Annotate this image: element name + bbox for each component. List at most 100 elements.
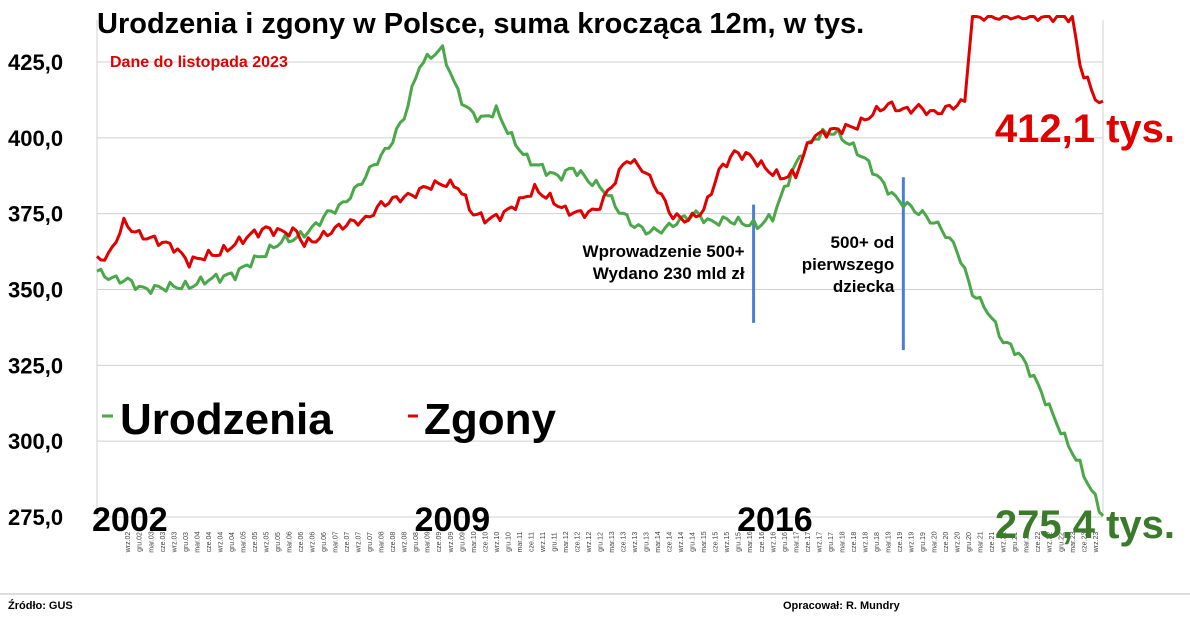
x-tick-label: gru.07 [367, 532, 374, 552]
x-tick-label: gru.05 [275, 532, 282, 552]
x-tick-label: mar.12 [563, 531, 570, 553]
x-tick-label: gru.19 [920, 532, 927, 552]
y-tick-label: 375,0 [8, 202, 63, 227]
x-tick-label: cze.20 [943, 532, 950, 553]
x-tick-label: wrz.13 [632, 532, 639, 554]
x-tick-label: cze.10 [482, 532, 489, 553]
annotation-text: dziecka [833, 277, 895, 296]
footer-author: Opracował: R. Mundry [783, 600, 901, 612]
x-tick-label: mar.21 [978, 531, 985, 553]
x-tick-label: cze.13 [621, 532, 628, 553]
x-tick-label: gru.04 [229, 532, 236, 552]
x-tick-label: mar.09 [425, 531, 432, 553]
x-tick-label: gru.17 [828, 532, 835, 552]
x-tick-label: gru.15 [736, 532, 743, 552]
x-tick-label: cze.08 [390, 532, 397, 553]
x-tick-label: cze.22 [1035, 532, 1042, 553]
x-tick-label: mar.16 [747, 531, 754, 553]
x-tick-label: wrz.17 [816, 532, 823, 554]
legend-label-urodzenia: Urodzenia [120, 395, 333, 444]
x-tick-label: mar.20 [932, 531, 939, 553]
x-tick-label: gru.12 [598, 532, 605, 552]
x-tick-label: wrz.12 [586, 532, 593, 554]
x-tick-label: mar.11 [517, 531, 524, 552]
x-tick-label: gru.09 [459, 532, 466, 552]
x-tick-label: gru.06 [321, 532, 328, 552]
x-tick-label: mar.19 [885, 531, 892, 553]
x-tick-label: cze.05 [252, 532, 259, 553]
x-tick-label: cze.09 [436, 532, 443, 553]
year-label: 2016 [737, 501, 813, 539]
x-tick-label: gru.14 [690, 532, 697, 552]
x-tick-label: mar.04 [194, 531, 201, 553]
x-tick-label: cze.11 [528, 532, 535, 552]
x-tick-label: mar.07 [333, 531, 340, 553]
x-tick-label: cze.19 [897, 532, 904, 553]
grid [96, 20, 1104, 518]
x-tick-label: cze.06 [298, 532, 305, 553]
x-tick-label: gru.18 [874, 532, 881, 552]
x-tick-label: wrz.15 [724, 532, 731, 554]
x-tick-label: wrz.09 [448, 532, 455, 554]
x-tick-label: gru.10 [505, 532, 512, 552]
year-label: 2002 [92, 501, 168, 539]
x-tick-label: mar.08 [379, 531, 386, 553]
series [95, 15, 1105, 517]
x-tick-label: mar.05 [240, 531, 247, 553]
x-tick-label: wrz.23 [1093, 532, 1100, 554]
x-tick-label: wrz.04 [217, 532, 224, 554]
x-tick-label: gru.11 [551, 532, 558, 551]
x-tick-label: gru.22 [1058, 532, 1065, 552]
x-tick-label: wrz.19 [909, 532, 916, 554]
x-tick-label: cze.23 [1081, 532, 1088, 553]
series-line-urodzenia [96, 44, 1105, 517]
x-tick-label: wrz.03 [171, 532, 178, 554]
x-tick-label: wrz.08 [402, 532, 409, 554]
x-tick-label: gru.20 [966, 532, 973, 552]
x-tick-label: mar.13 [609, 531, 616, 553]
x-tick-label: wrz.11 [540, 532, 547, 553]
x-tick-label: wrz.10 [494, 532, 501, 554]
x-tick-label: gru.02 [137, 532, 144, 552]
annotation-text: Wprowadzenie 500+ [583, 242, 745, 261]
x-tick-label: wrz.02 [125, 532, 132, 554]
y-tick-label: 350,0 [8, 278, 63, 303]
chart-subtitle: Dane do listopada 2023 [110, 54, 288, 71]
annotation-text: 500+ od [831, 233, 895, 252]
x-tick-label: cze.03 [160, 532, 167, 553]
y-tick-label: 325,0 [8, 353, 63, 378]
annotations: Wprowadzenie 500+ Wydano 230 mld zł 500+ o… [583, 177, 905, 351]
legend-label-zgony: Zgony [424, 395, 557, 444]
chart-title: Urodzenia i zgony w Polsce, suma krocząc… [97, 8, 864, 40]
x-tick-label: gru.13 [644, 532, 651, 552]
x-tick-label: gru.03 [183, 532, 190, 552]
x-tick-label: wrz.05 [263, 532, 270, 554]
legend: Urodzenia Zgony [102, 395, 557, 444]
x-tick-label: cze.15 [713, 532, 720, 553]
y-axis: 425,0 400,0 375,0 350,0 325,0 300,0 275,0 [8, 50, 63, 530]
x-tick-label: cze.21 [989, 532, 996, 553]
x-tick-label: cze.16 [759, 532, 766, 553]
end-label-zgony: 412,1 tys. [995, 107, 1175, 151]
x-tick-label: mar.22 [1024, 531, 1031, 553]
x-tick-label: mar.18 [839, 531, 846, 553]
x-tick-label: cze.14 [667, 532, 674, 553]
x-tick-label: wrz.07 [356, 532, 363, 554]
x-tick-label: mar.23 [1070, 531, 1077, 553]
x-tick-label: wrz.06 [310, 532, 317, 554]
x-tick-label: wrz.16 [770, 532, 777, 554]
x-tick-label: mar.14 [655, 531, 662, 553]
x-tick-label: cze.07 [344, 532, 351, 553]
end-label-urodzenia: 275,4 tys. [995, 503, 1175, 547]
x-tick-label: mar.06 [286, 531, 293, 553]
x-tick-label: mar.03 [148, 531, 155, 553]
x-tick-label: gru.16 [782, 532, 789, 552]
x-tick-label: cze.18 [851, 532, 858, 553]
x-tick-label: wrz.20 [955, 532, 962, 554]
x-tick-label: wrz.14 [678, 532, 685, 554]
y-tick-label: 275,0 [8, 505, 63, 530]
series-line-zgony [95, 15, 1104, 269]
x-tick-label: mar.15 [701, 531, 708, 553]
x-tick-label: mar.17 [793, 531, 800, 553]
x-axis: wrz.02 gru.02 mar.03 cze.03 wrz.03 gru.03 mar.… [92, 501, 1100, 553]
